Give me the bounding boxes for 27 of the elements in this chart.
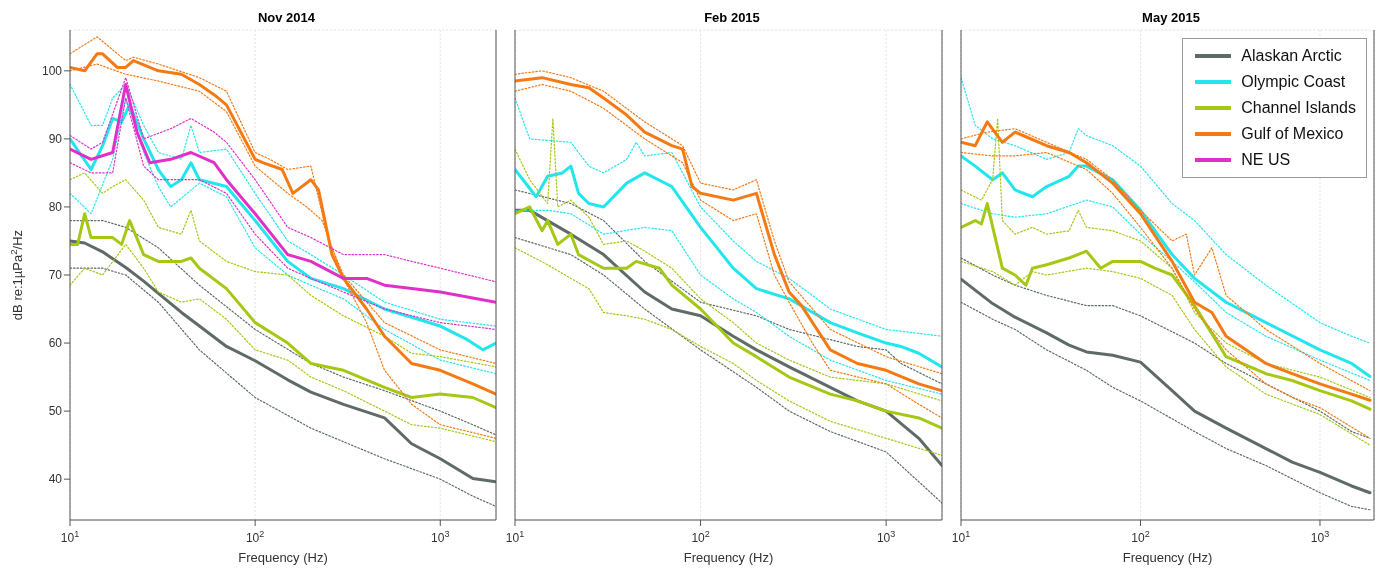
x-tick-label: 10$^{2}$ (691, 529, 710, 545)
y-tick-label: 40 (48, 472, 63, 487)
y-tick-label: 60 (48, 336, 63, 351)
x-tick-label: 10$^{1}$ (60, 529, 80, 545)
x-axis-title: Frequency (Hz) (1122, 550, 1213, 565)
chart-title: Feb 2015 (703, 9, 761, 27)
y-tick-label: 90 (48, 132, 63, 147)
x-axis-title: Frequency (Hz) (238, 550, 328, 565)
chart-title: Nov 2014 (256, 9, 317, 27)
legend-label: Channel Islands (1241, 98, 1356, 118)
legend-label: Gulf of Mexico (1241, 124, 1344, 144)
legend-label: Alaskan Arctic (1241, 46, 1342, 66)
x-tick-label: 10$^{2}$ (1131, 529, 1150, 545)
legend-label: Olympic Coast (1241, 72, 1346, 92)
legend-label: NE US (1241, 150, 1291, 170)
x-tick-label: 10$^{1}$ (505, 529, 525, 545)
x-tick-label: 10$^{1}$ (951, 529, 971, 545)
x-tick-label: 10$^{3}$ (1310, 529, 1330, 545)
x-axis-title: Frequency (Hz) (683, 550, 774, 565)
y-tick-label: 70 (48, 268, 63, 283)
x-tick-label: 10$^{2}$ (245, 529, 265, 545)
x-tick-label: 10$^{3}$ (431, 529, 450, 545)
y-tick-label: 100 (41, 64, 63, 79)
y-tick-label: 50 (48, 404, 63, 419)
y-tick-label: 80 (48, 200, 63, 215)
x-tick-label: 10$^{3}$ (876, 529, 896, 545)
chart-title: May 2015 (1141, 9, 1201, 27)
